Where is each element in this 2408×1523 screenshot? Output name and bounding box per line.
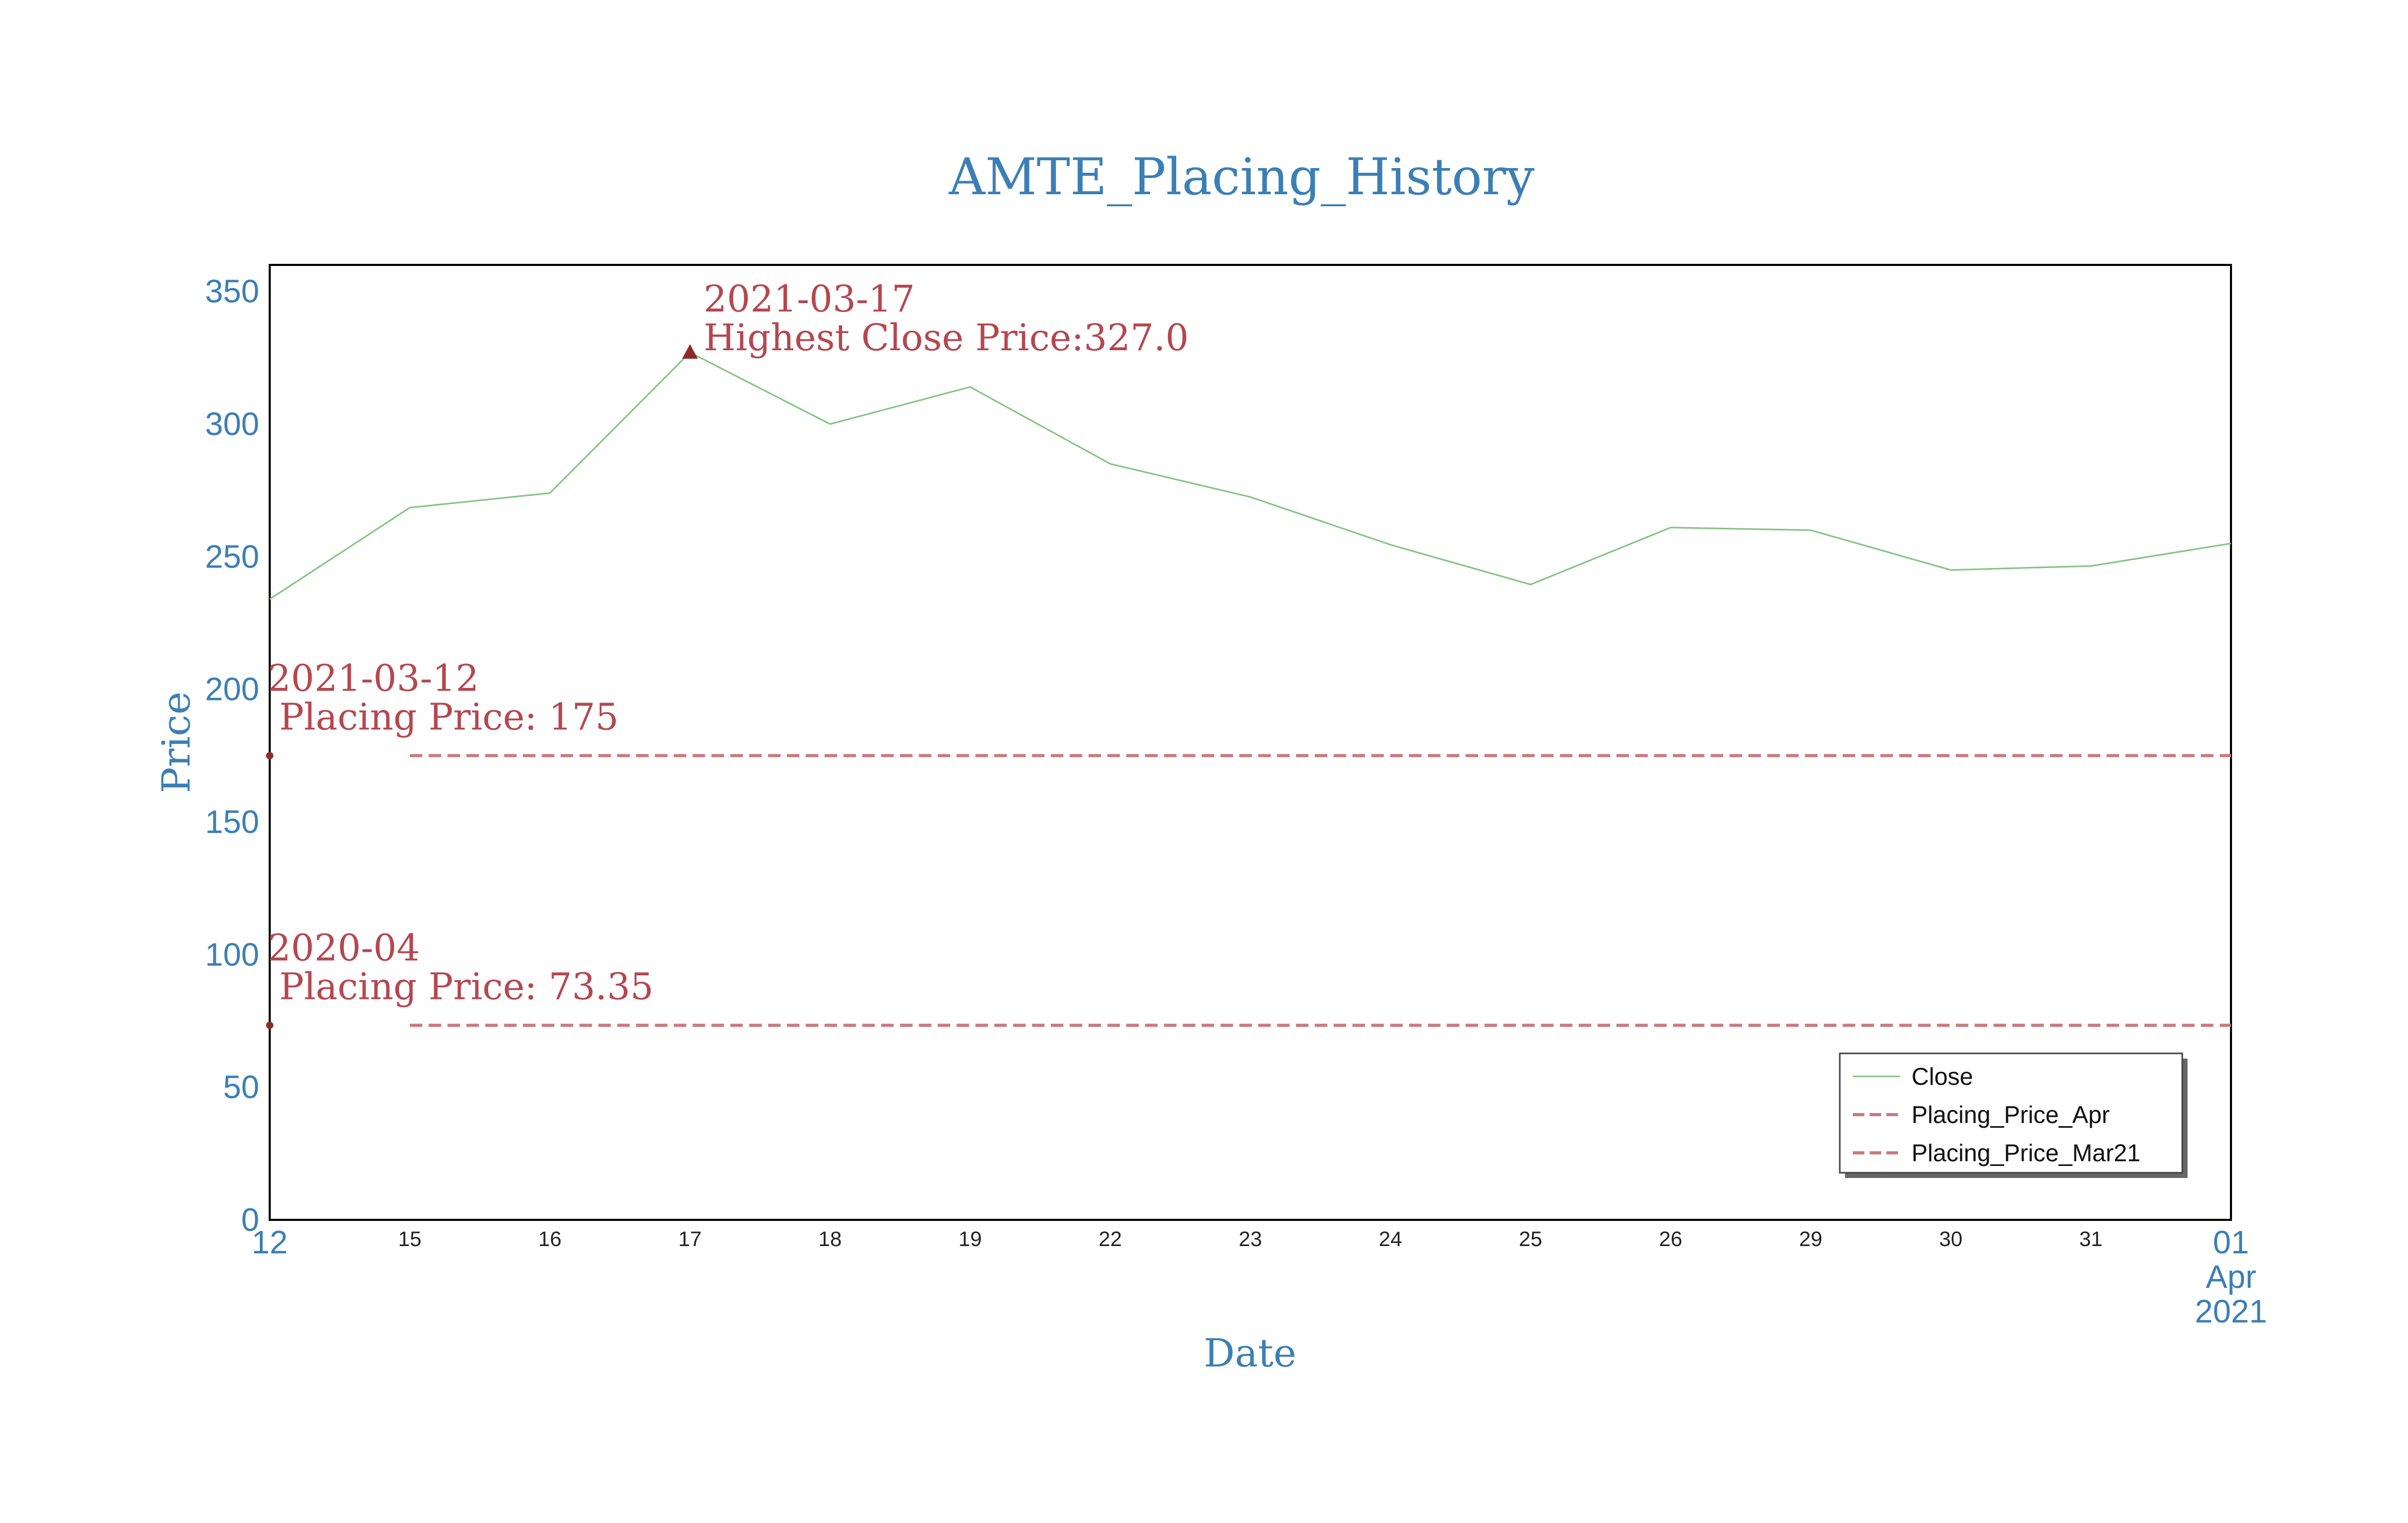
marker-layer: [266, 344, 698, 1029]
y-tick-label: 300: [205, 406, 259, 442]
y-tick-label: 100: [205, 937, 259, 973]
x-tick-month: Apr: [2206, 1259, 2256, 1295]
y-tick-label: 150: [205, 804, 259, 840]
legend-item[interactable]: Placing_Price_Apr: [1853, 1101, 2109, 1128]
x-tick-label: 19: [958, 1228, 982, 1251]
annotation-label: Placing Price: 175: [268, 695, 618, 738]
x-tick-label: 31: [2079, 1228, 2103, 1251]
placing-price-marker: [266, 752, 273, 760]
y-axis-title: Price: [154, 692, 199, 793]
legend-item[interactable]: Placing_Price_Mar21: [1853, 1139, 2140, 1166]
chart-title: AMTE_Placing_History: [948, 148, 1534, 206]
x-tick-label: 25: [1519, 1228, 1542, 1251]
x-tick-label: 26: [1659, 1228, 1683, 1251]
series-layer: [269, 351, 2232, 1027]
annotation-label: Placing Price: 73.35: [268, 965, 654, 1008]
y-tick-label: 0: [241, 1202, 259, 1238]
y-tick-label: 250: [205, 539, 259, 575]
legend[interactable]: Close Placing_Price_Apr Placing_Price_Mar2…: [1839, 1052, 2188, 1178]
x-tick-label: 12: [252, 1225, 288, 1261]
y-axis-ticks: 0 50 100 150 200 250 300 350: [205, 274, 259, 1238]
x-tick-label: 29: [1799, 1228, 1822, 1251]
x-tick-label: 30: [1939, 1228, 1963, 1251]
annotation-date: 2021-03-12: [268, 657, 479, 699]
placing-price-marker: [266, 1021, 273, 1029]
series-line-close: [269, 351, 2232, 600]
y-tick-label: 50: [223, 1070, 259, 1106]
x-tick-label: 15: [398, 1228, 422, 1251]
x-tick-label: 16: [538, 1228, 562, 1251]
highest-close-marker: [682, 344, 698, 359]
x-tick-year: 2021: [2195, 1294, 2267, 1330]
annotation-date: 2021-03-17: [704, 277, 915, 320]
y-tick-label: 350: [205, 274, 259, 310]
legend-label: Close: [1912, 1063, 1973, 1090]
legend-item[interactable]: Close: [1853, 1063, 1973, 1090]
x-tick-label: 24: [1379, 1228, 1402, 1251]
annotation-date: 2020-04: [268, 926, 420, 969]
plot-frame: [269, 264, 2232, 1221]
x-axis-title: Date: [1204, 1331, 1297, 1376]
annotation-label: Highest Close Price:327.0: [704, 316, 1189, 359]
legend-label: Placing_Price_Mar21: [1912, 1139, 2140, 1166]
legend-label: Placing_Price_Apr: [1912, 1101, 2109, 1128]
x-tick-label: 18: [819, 1228, 842, 1251]
y-tick-label: 200: [205, 672, 259, 708]
x-tick-label: 17: [678, 1228, 702, 1251]
x-tick-label: 22: [1099, 1228, 1122, 1251]
x-tick-label: 01: [2213, 1225, 2249, 1261]
x-tick-label: 23: [1239, 1228, 1262, 1251]
